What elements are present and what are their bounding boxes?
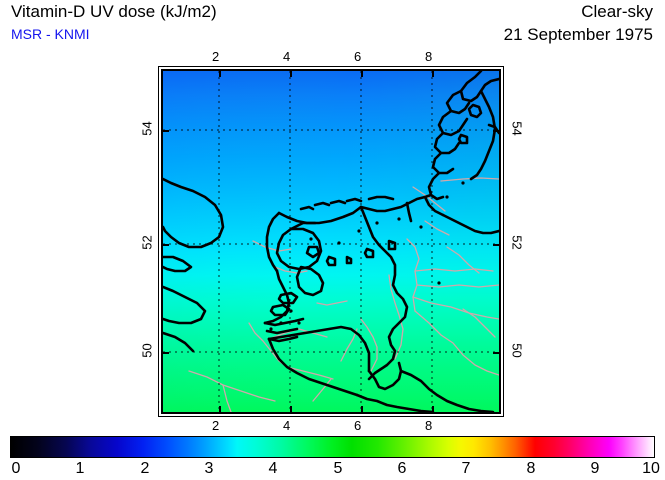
tick-bottom-4 [290, 406, 292, 412]
condition-label: Clear-sky [581, 2, 653, 21]
coast-lake-small-5 [387, 239, 397, 251]
coast-zeeland-3 [267, 335, 299, 343]
source-label: MSR - KNMI [11, 26, 90, 42]
lon-label-bottom-8: 8 [425, 418, 433, 433]
map-overlay [163, 71, 499, 412]
coast-ijsselmeer-dike [289, 221, 317, 231]
tick-right-50 [493, 352, 499, 354]
tick-bottom-8 [432, 406, 434, 412]
map-plot [158, 66, 504, 417]
coast-netherlands-inner-water [295, 265, 325, 297]
cb-label-4: 4 [268, 460, 278, 477]
lon-label-top-2: 2 [212, 49, 220, 64]
colorbar-area: 0 1 2 3 4 5 6 7 8 9 10 [0, 432, 665, 480]
coast-denmark-west-lower [427, 171, 445, 201]
cb-label-10: 10 [642, 460, 660, 477]
estuary-weser [405, 201, 413, 223]
plot-inner-frame [161, 69, 501, 414]
border-nl-de [359, 205, 409, 381]
border-de-south [399, 369, 495, 412]
lat-label-right-52: 52 [509, 235, 525, 250]
tick-right-52 [493, 244, 499, 246]
tick-left-54 [163, 130, 169, 132]
coast-east-frisian-islands [367, 195, 395, 201]
cb-label-8: 8 [526, 460, 536, 477]
coast-netherlands-north-holland [265, 211, 281, 273]
coast-denmark-fjord-2 [437, 109, 469, 137]
coast-netherlands-wadden [277, 205, 363, 225]
date-label: 21 September 1975 [503, 25, 653, 44]
country-borders [188, 177, 499, 412]
coast-zeeland-island-2 [277, 291, 299, 305]
lat-label-left-50: 50 [139, 343, 155, 358]
uv-dose-field [163, 71, 499, 412]
tick-top-2 [219, 71, 221, 77]
coast-denmark-island-3 [457, 133, 469, 145]
coast-england [163, 177, 225, 249]
tick-bottom-6 [361, 406, 363, 412]
chart-header: Vitamin-D UV dose (kJ/m2) MSR - KNMI Cle… [0, 0, 665, 52]
lat-label-right-50: 50 [509, 343, 525, 358]
coast-lake-small-1 [305, 245, 321, 259]
coast-lake-small-2 [325, 255, 337, 267]
colorbar [10, 436, 655, 458]
tick-top-8 [432, 71, 434, 77]
cb-label-5: 5 [333, 460, 343, 477]
lon-label-bottom-6: 6 [354, 418, 362, 433]
coast-frisian-island-a [345, 197, 363, 203]
coast-lake-small-4 [363, 247, 375, 259]
cb-label-1: 1 [75, 460, 85, 477]
tick-top-6 [361, 71, 363, 77]
lon-label-top-6: 6 [354, 49, 362, 64]
coast-england-kent [163, 331, 195, 353]
coast-ijsselmeer [275, 227, 323, 271]
coast-frisian-island-d [299, 205, 315, 211]
lon-label-top-8: 8 [425, 49, 433, 64]
coast-zeeland-1 [263, 317, 305, 327]
border-be-nl [267, 325, 371, 373]
tick-top-4 [290, 71, 292, 77]
coastlines [163, 71, 499, 412]
coast-frisian-island-c [313, 201, 331, 207]
border-fr-de [355, 393, 435, 412]
estuary-elbe [423, 195, 445, 217]
coast-denmark-fjord-3 [433, 131, 461, 155]
coast-denmark-fjord-4 [431, 151, 455, 175]
coast-germany-north [359, 193, 433, 213]
coast-zeeland-2 [265, 327, 299, 335]
lon-label-bottom-4: 4 [283, 418, 291, 433]
lat-label-left-54: 54 [139, 121, 155, 136]
cb-label-0: 0 [11, 460, 21, 477]
cb-label-9: 9 [590, 460, 600, 477]
tick-left-50 [163, 352, 169, 354]
coast-lake-small-3 [345, 255, 353, 265]
cb-label-6: 6 [397, 460, 407, 477]
colorbar-gradient [11, 437, 654, 457]
page-title: Vitamin-D UV dose (kJ/m2) [11, 2, 217, 21]
islets [269, 181, 465, 331]
tick-left-52 [163, 244, 169, 246]
coast-zeeland-island-1 [269, 303, 291, 317]
cb-label-3: 3 [204, 460, 214, 477]
colorbar-tick-labels: 0 1 2 3 4 5 6 7 8 9 10 [0, 460, 665, 480]
coast-germany-ne [441, 213, 499, 235]
border-be-fr [267, 337, 359, 397]
coast-denmark-fjord-1 [445, 89, 471, 115]
coast-denmark-east [469, 89, 497, 181]
coast-england-south [163, 285, 207, 325]
coast-denmark-jutland [459, 71, 499, 103]
cb-label-7: 7 [461, 460, 471, 477]
lat-label-left-52: 52 [139, 235, 155, 250]
tick-bottom-2 [219, 406, 221, 412]
cb-label-2: 2 [140, 460, 150, 477]
tick-right-54 [493, 130, 499, 132]
graticule [163, 71, 499, 412]
lat-label-right-54: 54 [509, 121, 525, 136]
lon-label-top-4: 4 [283, 49, 291, 64]
lon-label-bottom-2: 2 [212, 418, 220, 433]
coast-england-thames [163, 255, 193, 273]
coast-frisian-island-b [329, 199, 347, 205]
border-be-de-lux [367, 361, 403, 391]
coast-denmark-island-2 [467, 103, 483, 119]
